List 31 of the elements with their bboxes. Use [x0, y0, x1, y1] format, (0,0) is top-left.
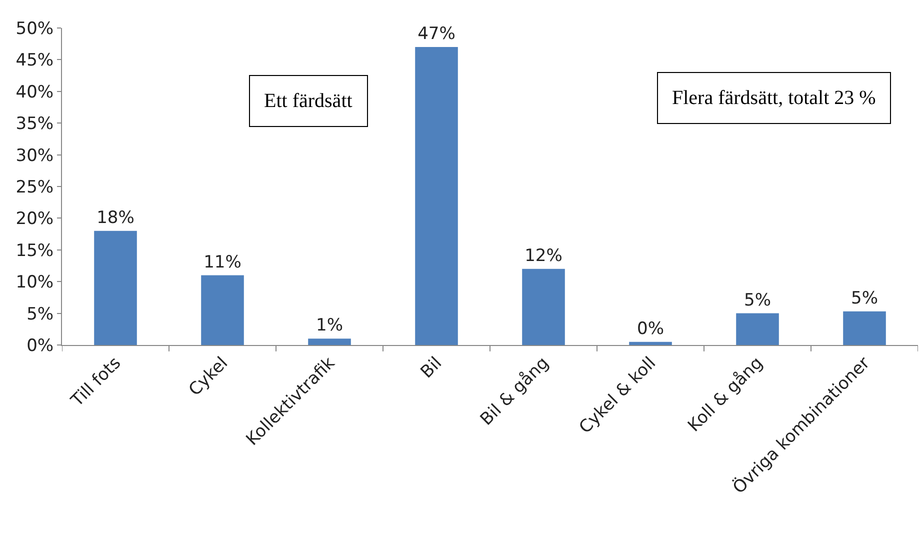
- bar: [843, 311, 886, 345]
- y-tick-label: 0%: [26, 336, 54, 356]
- bar: [201, 275, 244, 345]
- y-tick-label: 30%: [16, 146, 54, 166]
- data-label: 18%: [96, 208, 134, 228]
- y-tick-label: 5%: [26, 304, 54, 324]
- annotation: Ett färdsätt: [264, 90, 353, 112]
- data-label: 5%: [744, 290, 771, 310]
- data-label: 0%: [637, 318, 664, 339]
- bar: [415, 47, 458, 345]
- data-label: 11%: [204, 252, 242, 272]
- x-tick-label: Till fots: [66, 353, 126, 412]
- data-label: 5%: [851, 288, 878, 308]
- y-tick-label: 45%: [16, 50, 54, 71]
- x-tick-label: Bil: [416, 353, 446, 382]
- y-tick-label: 50%: [16, 18, 54, 39]
- y-tick-label: 10%: [16, 272, 54, 293]
- bar: [629, 342, 672, 345]
- bar: [308, 338, 351, 345]
- y-tick-label: 15%: [16, 240, 54, 261]
- bar: [522, 268, 565, 345]
- data-label: 47%: [418, 24, 456, 44]
- y-tick-label: 20%: [16, 209, 54, 230]
- bar: [94, 230, 137, 345]
- bar: [736, 313, 779, 345]
- y-tick-label: 40%: [16, 82, 54, 102]
- data-label: 1%: [316, 316, 343, 336]
- data-label: 12%: [524, 246, 562, 266]
- y-tick-label: 35%: [16, 114, 54, 134]
- y-tick-label: 25%: [16, 177, 54, 198]
- annotation: Flera färdsätt, totalt 23 %: [672, 87, 876, 109]
